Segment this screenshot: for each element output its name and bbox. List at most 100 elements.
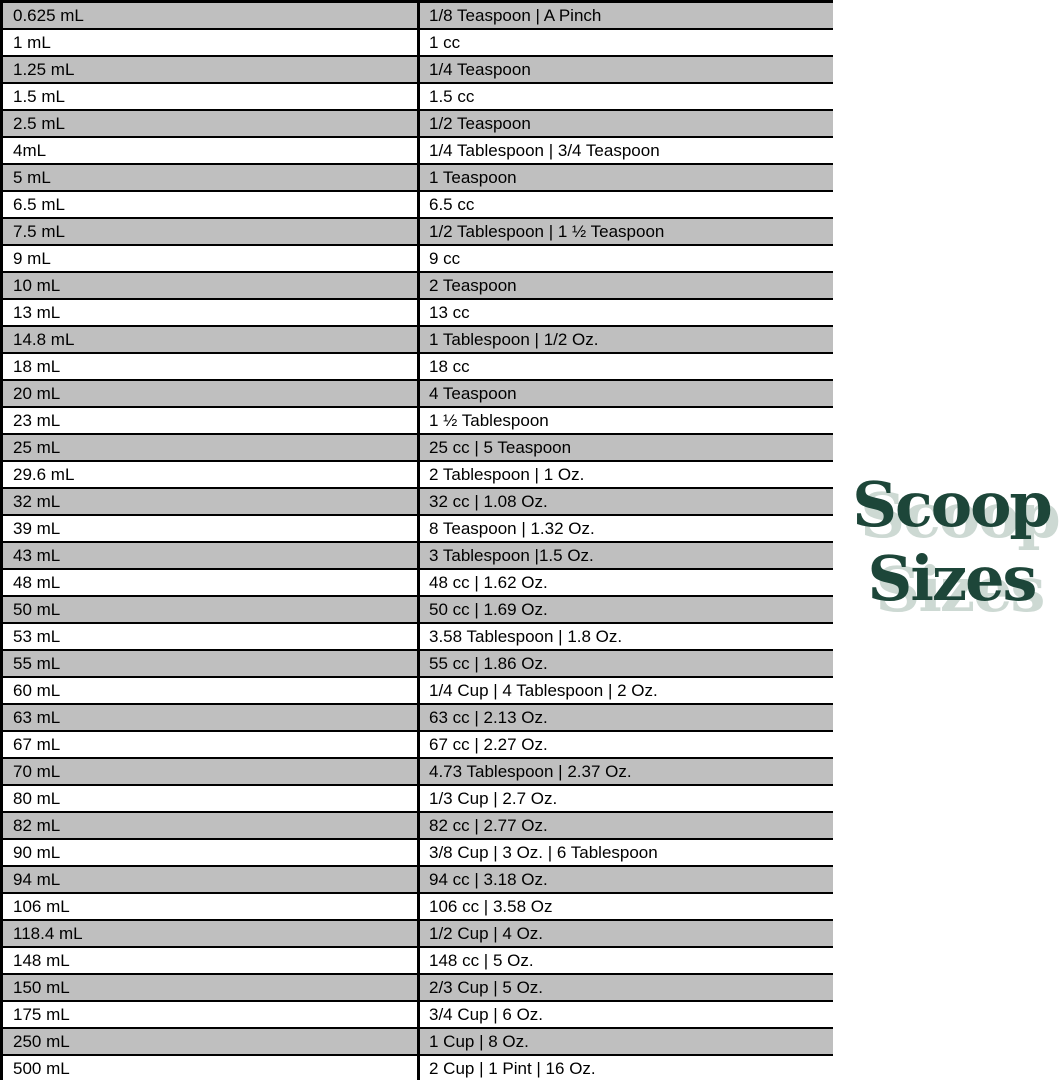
ml-cell: 67 mL xyxy=(13,734,61,754)
ml-cell: 9 mL xyxy=(13,248,51,268)
ml-cell: 500 mL xyxy=(13,1058,70,1078)
ml-cell: 43 mL xyxy=(13,545,61,565)
ml-cell: 150 mL xyxy=(13,977,70,997)
ml-cell: 82 mL xyxy=(13,815,61,835)
equivalent-cell: 1.5 cc xyxy=(417,84,833,109)
equivalent-cell: 48 cc | 1.62 Oz. xyxy=(417,570,833,595)
equivalent-cell: 6.5 cc xyxy=(417,192,833,217)
table-row: 67 mL 67 cc | 2.27 Oz. xyxy=(3,732,833,759)
table-row: 18 mL 18 cc xyxy=(3,354,833,381)
ml-cell: 175 mL xyxy=(13,1004,70,1024)
table-row: 50 mL 50 cc | 1.69 Oz. xyxy=(3,597,833,624)
ml-cell: 106 mL xyxy=(13,896,70,916)
equivalent-cell: 1 Cup | 8 Oz. xyxy=(417,1029,833,1054)
ml-cell: 18 mL xyxy=(13,356,61,376)
equivalent-cell: 1/2 Teaspoon xyxy=(417,111,833,136)
ml-cell: 39 mL xyxy=(13,518,61,538)
ml-cell: 1 mL xyxy=(13,32,51,52)
equivalent-cell: 148 cc | 5 Oz. xyxy=(417,948,833,973)
equivalent-cell: 2 Tablespoon | 1 Oz. xyxy=(417,462,833,487)
ml-cell: 2.5 mL xyxy=(13,113,65,133)
ml-cell: 53 mL xyxy=(13,626,61,646)
ml-cell: 80 mL xyxy=(13,788,61,808)
ml-cell: 94 mL xyxy=(13,869,61,889)
ml-cell: 118.4 mL xyxy=(13,923,83,943)
equivalent-cell: 3/8 Cup | 3 Oz. | 6 Tablespoon xyxy=(417,840,833,865)
equivalent-cell: 1 cc xyxy=(417,30,833,55)
table-row: 94 mL 94 cc | 3.18 Oz. xyxy=(3,867,833,894)
equivalent-cell: 2 Cup | 1 Pint | 16 Oz. xyxy=(417,1056,833,1080)
equivalent-cell: 63 cc | 2.13 Oz. xyxy=(417,705,833,730)
ml-cell: 14.8 mL xyxy=(13,329,75,349)
ml-cell: 4mL xyxy=(13,140,47,160)
table-row: 1.25 mL 1/4 Teaspoon xyxy=(3,57,833,84)
ml-cell: 29.6 mL xyxy=(13,464,75,484)
table-row: 9 mL 9 cc xyxy=(3,246,833,273)
table-row: 43 mL 3 Tablespoon |1.5 Oz. xyxy=(3,543,833,570)
scoop-sizes-logo: Scoop Sizes xyxy=(840,468,1063,616)
table-row: 2.5 mL 1/2 Teaspoon xyxy=(3,111,833,138)
ml-cell: 10 mL xyxy=(13,275,61,295)
equivalent-cell: 1/2 Cup | 4 Oz. xyxy=(417,921,833,946)
table-row: 53 mL 3.58 Tablespoon | 1.8 Oz. xyxy=(3,624,833,651)
table-row: 7.5 mL 1/2 Tablespoon | 1 ½ Teaspoon xyxy=(3,219,833,246)
ml-cell: 50 mL xyxy=(13,599,61,619)
ml-cell: 20 mL xyxy=(13,383,61,403)
equivalent-cell: 4.73 Tablespoon | 2.37 Oz. xyxy=(417,759,833,784)
table-row: 32 mL 32 cc | 1.08 Oz. xyxy=(3,489,833,516)
equivalent-cell: 82 cc | 2.77 Oz. xyxy=(417,813,833,838)
table-row: 90 mL 3/8 Cup | 3 Oz. | 6 Tablespoon xyxy=(3,840,833,867)
ml-cell: 70 mL xyxy=(13,761,61,781)
equivalent-cell: 106 cc | 3.58 Oz xyxy=(417,894,833,919)
equivalent-cell: 1/2 Tablespoon | 1 ½ Teaspoon xyxy=(417,219,833,244)
equivalent-cell: 1 Teaspoon xyxy=(417,165,833,190)
equivalent-cell: 2 Teaspoon xyxy=(417,273,833,298)
table-row: 10 mL 2 Teaspoon xyxy=(3,273,833,300)
ml-cell: 23 mL xyxy=(13,410,61,430)
equivalent-cell: 1/4 Cup | 4 Tablespoon | 2 Oz. xyxy=(417,678,833,703)
equivalent-cell: 1 Tablespoon | 1/2 Oz. xyxy=(417,327,833,352)
equivalent-cell: 94 cc | 3.18 Oz. xyxy=(417,867,833,892)
table-row: 118.4 mL 1/2 Cup | 4 Oz. xyxy=(3,921,833,948)
table-row: 39 mL 8 Teaspoon | 1.32 Oz. xyxy=(3,516,833,543)
ml-cell: 5 mL xyxy=(13,167,51,187)
table-row: 250 mL 1 Cup | 8 Oz. xyxy=(3,1029,833,1056)
ml-cell: 55 mL xyxy=(13,653,61,673)
equivalent-cell: 1/8 Teaspoon | A Pinch xyxy=(417,3,833,28)
equivalent-cell: 2/3 Cup | 5 Oz. xyxy=(417,975,833,1000)
equivalent-cell: 25 cc | 5 Teaspoon xyxy=(417,435,833,460)
ml-cell: 13 mL xyxy=(13,302,61,322)
table-row: 80 mL 1/3 Cup | 2.7 Oz. xyxy=(3,786,833,813)
equivalent-cell: 1/4 Teaspoon xyxy=(417,57,833,82)
table-row: 48 mL 48 cc | 1.62 Oz. xyxy=(3,570,833,597)
ml-cell: 148 mL xyxy=(13,950,70,970)
ml-cell: 250 mL xyxy=(13,1031,70,1051)
table-row: 70 mL 4.73 Tablespoon | 2.37 Oz. xyxy=(3,759,833,786)
ml-cell: 63 mL xyxy=(13,707,61,727)
ml-cell: 32 mL xyxy=(13,491,61,511)
table-row: 6.5 mL 6.5 cc xyxy=(3,192,833,219)
ml-cell: 6.5 mL xyxy=(13,194,65,214)
table-row: 148 mL 148 cc | 5 Oz. xyxy=(3,948,833,975)
table-row: 14.8 mL 1 Tablespoon | 1/2 Oz. xyxy=(3,327,833,354)
equivalent-cell: 55 cc | 1.86 Oz. xyxy=(417,651,833,676)
equivalent-cell: 18 cc xyxy=(417,354,833,379)
table-row: 25 mL 25 cc | 5 Teaspoon xyxy=(3,435,833,462)
table-row: 13 mL 13 cc xyxy=(3,300,833,327)
table-row: 4mL 1/4 Tablespoon | 3/4 Teaspoon xyxy=(3,138,833,165)
conversion-table: 0.625 mL 1/8 Teaspoon | A Pinch 1 mL 1 cc 1.… xyxy=(0,0,833,1080)
table-row: 1 mL 1 cc xyxy=(3,30,833,57)
equivalent-cell: 3 Tablespoon |1.5 Oz. xyxy=(417,543,833,568)
table-row: 60 mL 1/4 Cup | 4 Tablespoon | 2 Oz. xyxy=(3,678,833,705)
equivalent-cell: 32 cc | 1.08 Oz. xyxy=(417,489,833,514)
ml-cell: 7.5 mL xyxy=(13,221,65,241)
equivalent-cell: 67 cc | 2.27 Oz. xyxy=(417,732,833,757)
table-row: 106 mL 106 cc | 3.58 Oz xyxy=(3,894,833,921)
equivalent-cell: 50 cc | 1.69 Oz. xyxy=(417,597,833,622)
equivalent-cell: 8 Teaspoon | 1.32 Oz. xyxy=(417,516,833,541)
equivalent-cell: 3/4 Cup | 6 Oz. xyxy=(417,1002,833,1027)
equivalent-cell: 9 cc xyxy=(417,246,833,271)
table-row: 500 mL 2 Cup | 1 Pint | 16 Oz. xyxy=(3,1056,833,1080)
ml-cell: 25 mL xyxy=(13,437,61,457)
ml-cell: 48 mL xyxy=(13,572,61,592)
